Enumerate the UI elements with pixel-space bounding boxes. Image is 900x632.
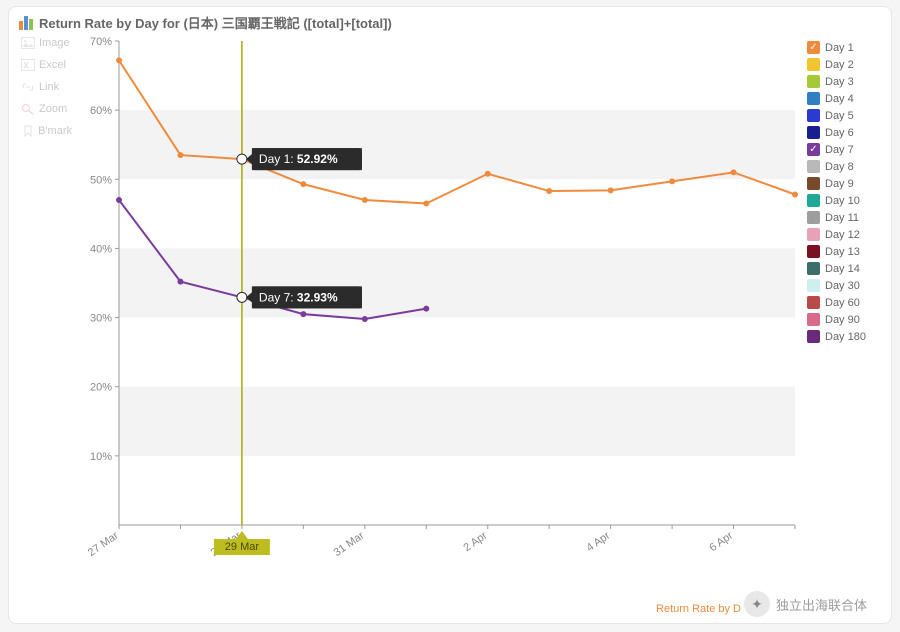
legend-label: Day 30 — [825, 280, 860, 292]
legend-item-day-6[interactable]: Day 6 — [807, 126, 881, 139]
bookmark-icon — [21, 125, 34, 137]
svg-text:4 Apr: 4 Apr — [584, 529, 612, 554]
zoom-icon — [21, 103, 35, 115]
zoom-label: Zoom — [39, 103, 67, 115]
legend-label: Day 3 — [825, 76, 854, 88]
legend-item-day-2[interactable]: Day 2 — [807, 58, 881, 71]
svg-text:30%: 30% — [90, 313, 112, 325]
svg-text:29 Mar: 29 Mar — [225, 541, 260, 553]
legend-item-day-10[interactable]: Day 10 — [807, 194, 881, 207]
svg-text:70%: 70% — [90, 36, 112, 48]
legend-swatch — [807, 245, 820, 258]
legend-item-day-4[interactable]: Day 4 — [807, 92, 881, 105]
legend-swatch — [807, 109, 820, 122]
svg-text:20%: 20% — [90, 382, 112, 394]
svg-text:6 Apr: 6 Apr — [707, 529, 735, 554]
chart-card: Return Rate by Day for (日本) 三国覇王戦記 ([tot… — [8, 6, 892, 624]
legend-label: Day 8 — [825, 161, 854, 173]
legend-item-day-7[interactable]: ✓ Day 7 — [807, 143, 881, 156]
legend-swatch — [807, 330, 820, 343]
svg-text:10%: 10% — [90, 451, 112, 463]
legend-label: Day 7 — [825, 144, 854, 156]
link-icon — [21, 81, 35, 93]
chart-title: Return Rate by Day for (日本) 三国覇王戦記 ([tot… — [39, 13, 392, 32]
legend-item-day-14[interactable]: Day 14 — [807, 262, 881, 275]
legend-swatch: ✓ — [807, 143, 820, 156]
export-link-button[interactable]: Link — [19, 79, 74, 95]
svg-text:27 Mar: 27 Mar — [86, 529, 121, 559]
legend-label: Day 11 — [825, 212, 859, 224]
legend-label: Day 13 — [825, 246, 860, 258]
legend-label: Day 14 — [825, 263, 860, 275]
legend-swatch — [807, 194, 820, 207]
legend-label: Day 60 — [825, 297, 860, 309]
legend-swatch — [807, 313, 820, 326]
legend-swatch — [807, 296, 820, 309]
legend-item-day-13[interactable]: Day 13 — [807, 245, 881, 258]
legend-swatch — [807, 211, 820, 224]
svg-text:31 Mar: 31 Mar — [332, 529, 367, 559]
legend-label: Day 12 — [825, 229, 860, 241]
export-excel-label: Excel — [39, 59, 66, 71]
chart-legend: ✓ Day 1 Day 2 Day 3 Day 4 Day 5 Day 6 ✓ Day 7 Day… — [807, 41, 881, 343]
legend-swatch — [807, 58, 820, 71]
legend-swatch: ✓ — [807, 41, 820, 54]
legend-item-day-90[interactable]: Day 90 — [807, 313, 881, 326]
wechat-icon: ✦ — [744, 591, 770, 617]
chart-title-row: Return Rate by Day for (日本) 三国覇王戦記 ([tot… — [19, 13, 392, 32]
chart-plot-area[interactable]: 10% 20% 30% 40% 50% 60% 70% 27 Mar 29 Mar 31 Mar 2… — [79, 35, 809, 595]
svg-text:Day 7: 32.93%: Day 7: 32.93% — [259, 290, 338, 304]
svg-text:40%: 40% — [90, 243, 112, 255]
legend-swatch — [807, 92, 820, 105]
bookmark-button[interactable]: B'mark — [19, 123, 74, 139]
legend-swatch — [807, 160, 820, 173]
legend-swatch — [807, 126, 820, 139]
svg-text:Day 1: 52.92%: Day 1: 52.92% — [259, 152, 338, 166]
export-image-label: Image — [39, 37, 70, 49]
image-icon — [21, 37, 35, 49]
legend-item-day-3[interactable]: Day 3 — [807, 75, 881, 88]
legend-item-day-30[interactable]: Day 30 — [807, 279, 881, 292]
legend-label: Day 5 — [825, 110, 854, 122]
svg-text:60%: 60% — [90, 105, 112, 117]
zoom-button[interactable]: Zoom — [19, 101, 74, 117]
legend-swatch — [807, 75, 820, 88]
export-link-label: Link — [39, 81, 59, 93]
legend-label: Day 180 — [825, 331, 866, 343]
legend-item-day-180[interactable]: Day 180 — [807, 330, 881, 343]
watermark: ✦ 独立出海联合体 — [744, 591, 867, 617]
legend-label: Day 2 — [825, 59, 854, 71]
legend-swatch — [807, 177, 820, 190]
legend-item-day-12[interactable]: Day 12 — [807, 228, 881, 241]
legend-item-day-8[interactable]: Day 8 — [807, 160, 881, 173]
legend-item-day-11[interactable]: Day 11 — [807, 211, 881, 224]
export-sidebar: Image Excel Link Zoom B'mark — [19, 35, 74, 139]
legend-label: Day 9 — [825, 178, 854, 190]
legend-swatch — [807, 262, 820, 275]
legend-label: Day 90 — [825, 314, 860, 326]
svg-text:2 Apr: 2 Apr — [462, 529, 490, 554]
legend-item-day-1[interactable]: ✓ Day 1 — [807, 41, 881, 54]
legend-swatch — [807, 228, 820, 241]
bookmark-label: B'mark — [38, 125, 72, 137]
svg-text:50%: 50% — [90, 174, 112, 186]
chart-svg: 10% 20% 30% 40% 50% 60% 70% 27 Mar 29 Mar 31 Mar 2… — [79, 35, 809, 595]
legend-item-day-60[interactable]: Day 60 — [807, 296, 881, 309]
legend-label: Day 1 — [825, 42, 854, 54]
legend-item-day-5[interactable]: Day 5 — [807, 109, 881, 122]
legend-item-day-9[interactable]: Day 9 — [807, 177, 881, 190]
watermark-text: 独立出海联合体 — [776, 595, 867, 614]
footer-credit: Return Rate by D — [656, 603, 741, 615]
excel-icon — [21, 59, 35, 71]
export-excel-button[interactable]: Excel — [19, 57, 74, 73]
legend-label: Day 4 — [825, 93, 854, 105]
export-image-button[interactable]: Image — [19, 35, 74, 51]
legend-label: Day 6 — [825, 127, 854, 139]
legend-swatch — [807, 279, 820, 292]
bar-chart-icon — [19, 16, 33, 30]
legend-label: Day 10 — [825, 195, 860, 207]
